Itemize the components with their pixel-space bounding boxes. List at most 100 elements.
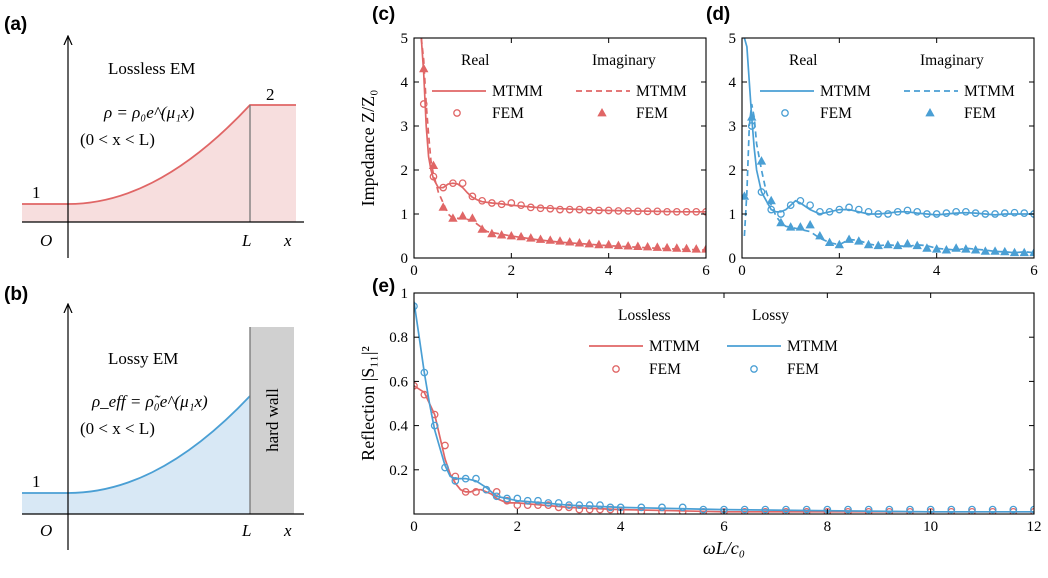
chart-d-series-1-point-4 [786, 201, 795, 210]
chart-e-legend-marker-1 [612, 365, 620, 373]
chart-e-series-1-point-28 [782, 507, 790, 514]
chart-c-ytick-label-3: 3 [401, 119, 409, 135]
panel-b-profile-fill [22, 396, 250, 514]
chart-d-series-1-point-26 [1000, 209, 1009, 217]
chart-e-ytick-label-5: 1 [401, 286, 409, 302]
panel-a-equation: ρ = ρ₀e^(μ₁x) [103, 103, 195, 122]
chart-d-series-1-point-9 [835, 205, 844, 214]
chart-e-series-1-point-5 [461, 488, 470, 496]
chart-e-series-3-point-4 [451, 476, 460, 485]
chart-e-series-3-point-16 [575, 501, 584, 510]
panel-b-x: x [283, 521, 292, 540]
chart-d-series-1-point-2 [767, 205, 776, 214]
chart-e-legend: Lossless Lossy MTMM FEM MTMM FEM [589, 307, 838, 378]
chart-c-series-3-point-28 [691, 244, 701, 253]
chart-e-xtick-label-0: 0 [410, 519, 418, 535]
chart-d-series-3-point-22 [951, 243, 961, 252]
chart-e-xtick-label-3: 6 [720, 519, 728, 535]
chart-c-series-3-point-18 [594, 239, 604, 249]
chart-e-series-3-point-0 [414, 302, 418, 311]
chart-c-xtick-label-1: 2 [508, 263, 516, 279]
chart-e-series-3-point-33 [885, 505, 894, 514]
chart-d-legend-entry-2: MTMM [964, 83, 1015, 100]
chart-e-series-3-point-31 [844, 505, 852, 514]
chart-e-legend-header-0: Lossless [618, 307, 671, 324]
chart-d-series-3-point-1 [747, 112, 757, 121]
chart-d-legend-entry-1: FEM [820, 105, 852, 122]
chart-d-series-3-point-2 [756, 156, 767, 165]
panel-b-range: (0 < x < L) [80, 419, 155, 438]
chart-e-series-3-point-1 [420, 368, 429, 377]
chart-c-series-3-point-5 [467, 213, 478, 222]
chart-c-panel-label: (c) [372, 4, 395, 25]
chart-c-series-1-point-9 [507, 199, 516, 207]
chart-c-series-1-point-19 [604, 206, 613, 215]
chart-e-ytick-label-3: 0.6 [389, 374, 408, 390]
chart-d-ytick-label-1: 1 [729, 207, 737, 223]
chart-d-ytick-label-0: 0 [729, 251, 737, 267]
chart-c-frame [413, 37, 707, 259]
chart-d-series-1-point-19 [932, 210, 941, 218]
chart-c: (c) 0 2 4 6 0 1 2 3 4 5 Impedance Z/Z₀ Real Imaginary… [358, 4, 710, 279]
chart-e-series-3-point-15 [565, 501, 573, 510]
chart-c-series-1-point-12 [536, 204, 545, 213]
chart-e-series-1-point-0 [414, 381, 418, 390]
chart-d-series-3-point-16 [893, 240, 903, 250]
chart-c-legend-header-1: Imaginary [592, 52, 656, 69]
chart-e-series-1-point-9 [503, 496, 511, 505]
chart-c-series-1-point-16 [575, 205, 584, 214]
chart-e-series-3-point-39 [1009, 505, 1018, 514]
panel-a-profile-curve [22, 104, 296, 205]
chart-c-series-2-line [420, 38, 706, 251]
chart-c-series-1-point-5 [468, 192, 477, 201]
chart-c-series-3-point-10 [516, 231, 526, 241]
chart-e-series-3-point-38 [988, 505, 997, 514]
chart-c-series-3-point-12 [535, 234, 546, 243]
chart-d-series-1-point-5 [796, 196, 805, 205]
chart-c-series-3-point-4 [457, 211, 468, 220]
chart-d-xtick-label-0: 0 [738, 263, 746, 279]
chart-c-series-1-point-25 [663, 207, 671, 216]
panel-b-L: L [241, 521, 251, 540]
chart-e-series-3-point-6 [472, 474, 480, 483]
chart-c-series-1-point-4 [458, 179, 467, 188]
chart-d-series-3-point-24 [970, 245, 981, 254]
chart-e-series-1-point-6 [472, 488, 480, 496]
chart-c-series-1-point-0 [419, 100, 428, 108]
chart-e-xlabel: ωL/c₀ [703, 538, 745, 558]
chart-c-series-3-point-14 [555, 236, 565, 245]
chart-e-xtick-label-6: 12 [1027, 519, 1042, 535]
chart-d-xtick-label-1: 2 [836, 263, 844, 279]
chart-c-series-3-point-27 [681, 243, 692, 253]
chart-e-series-3-point-7 [482, 485, 491, 494]
chart-d-series-1-point-21 [952, 207, 960, 216]
panel-b-equation: ρ_eff = ρ̃₀e^(μ₁x) [91, 392, 208, 411]
chart-c-ytick-label-1: 1 [401, 207, 409, 223]
chart-e-series-1-point-20 [616, 507, 625, 514]
chart-d: (d) 0 2 4 6 0 1 2 3 4 5 Real Imaginary MTMM FEM MTMM FEM [706, 4, 1038, 279]
chart-e-series-0-line [414, 385, 1034, 513]
chart-d-series-3-point-8 [815, 230, 825, 240]
chart-d-series [742, 38, 1034, 257]
chart-d-series-3-point-11 [844, 234, 854, 243]
chart-d-series-1-point-11 [854, 205, 863, 214]
chart-e-series-1-point-3 [441, 441, 449, 450]
chart-d-series-1-point-23 [971, 209, 980, 217]
chart-c-series-1-point-21 [624, 207, 632, 215]
chart-d-series-1-point-25 [991, 210, 999, 218]
chart-d-panel-label: (d) [706, 4, 730, 25]
chart-d-series-1-point-13 [874, 210, 883, 218]
chart-e-series-3-point-23 [678, 503, 687, 512]
chart-e-series-3-point-26 [740, 505, 749, 514]
chart-c-series-3-point-16 [574, 238, 585, 247]
chart-e-series-3-point-32 [864, 505, 873, 514]
panel-a-L: L [241, 231, 251, 250]
chart-c-series-1-point-2 [439, 183, 448, 192]
chart-c-series-3-point-25 [662, 242, 672, 252]
chart-c-ytick-label-0: 0 [401, 251, 409, 267]
chart-d-series-0-line [743, 38, 1034, 216]
chart-d-series-3-point-28 [1009, 247, 1020, 257]
chart-e-series-3-point-10 [513, 494, 522, 503]
chart-e-legend-entry-3: FEM [787, 361, 819, 378]
